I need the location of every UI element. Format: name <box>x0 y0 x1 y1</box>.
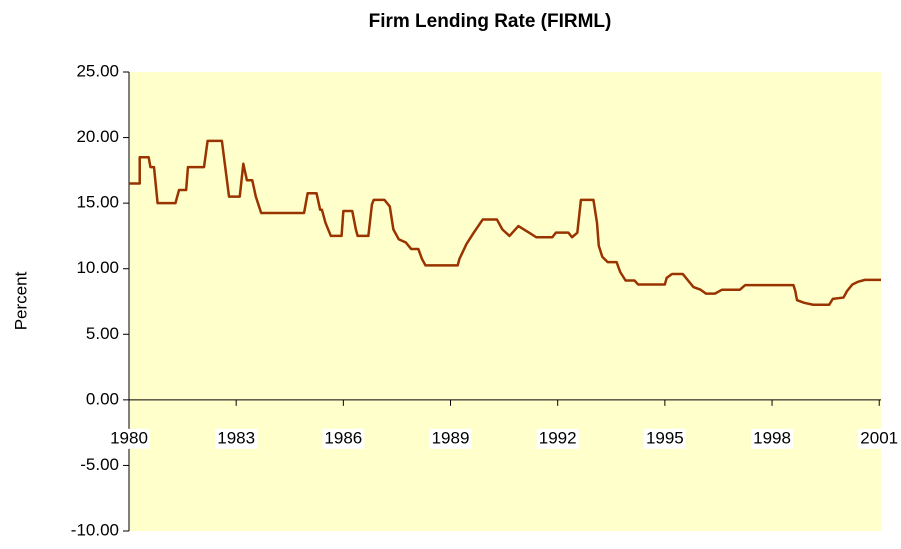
x-tick-label-bg <box>108 428 150 449</box>
y-tick-label: 5.00 <box>86 324 119 343</box>
x-tick-label-bg <box>858 428 901 449</box>
y-tick-label: 25.00 <box>76 61 119 80</box>
y-tick-label: -5.00 <box>80 455 119 474</box>
x-tick-label: 1983 <box>217 428 255 447</box>
x-tick-label: 1989 <box>432 428 470 447</box>
x-tick-label: 2001 <box>860 428 898 447</box>
chart-title: Firm Lending Rate (FIRML) <box>369 11 612 32</box>
x-tick-label-bg <box>215 428 258 449</box>
x-tick-label: 1995 <box>646 428 684 447</box>
y-tick-label: 15.00 <box>76 193 119 212</box>
y-axis-label: Percent <box>11 271 30 330</box>
x-tick-label-bg <box>429 428 472 449</box>
x-tick-label-bg <box>751 428 794 449</box>
x-tick-label-bg <box>536 428 579 449</box>
y-tick-label: 20.00 <box>76 127 119 146</box>
y-tick-label: -10.00 <box>71 520 119 539</box>
x-tick-label: 1986 <box>324 428 362 447</box>
x-tick-label: 1998 <box>753 428 791 447</box>
x-tick-label: 1980 <box>110 428 148 447</box>
y-tick-label: 10.00 <box>76 258 119 277</box>
y-tick-label: 0.00 <box>86 389 119 408</box>
x-tick-label-bg <box>643 428 686 449</box>
plot-area <box>129 72 881 531</box>
data-line <box>129 139 881 307</box>
x-tick-label: 1992 <box>539 428 577 447</box>
x-tick-label-bg <box>322 428 365 449</box>
